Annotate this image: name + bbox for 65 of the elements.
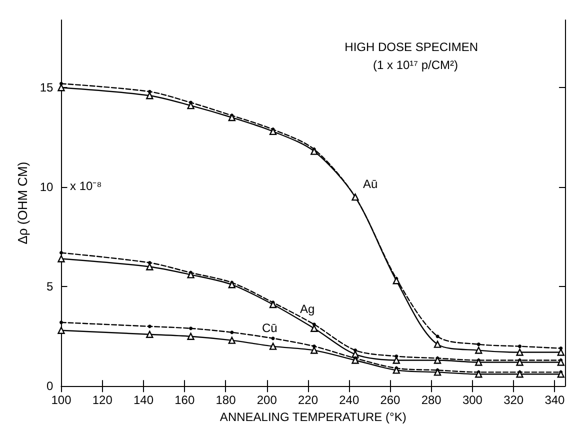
x-tick-label: 100 <box>51 393 72 408</box>
text: (1 x 10¹⁷ p/CM²) <box>372 58 458 72</box>
point <box>271 336 275 340</box>
point <box>187 332 194 340</box>
point <box>476 342 480 346</box>
point <box>146 330 154 338</box>
annotation: x 10⁻⁸ <box>70 179 102 193</box>
x-tick-label: 120 <box>92 393 113 408</box>
point <box>436 334 440 338</box>
x-tick-label: 200 <box>256 393 278 408</box>
x-tick-label: 320 <box>504 393 524 408</box>
point <box>557 370 564 378</box>
y-tick-label: 5 <box>46 280 54 294</box>
point <box>228 281 236 288</box>
point <box>392 366 400 374</box>
x-tick-label: 260 <box>380 393 401 408</box>
annotation: Aū <box>363 177 378 191</box>
point <box>310 148 318 155</box>
point <box>557 358 564 366</box>
x-tick-label: 140 <box>133 393 154 408</box>
point <box>475 346 482 354</box>
point <box>148 324 152 328</box>
annotation: Ag <box>300 302 315 316</box>
point <box>516 358 524 366</box>
x-axis-title: ANNEALING TEMPERATURE (°K) <box>220 410 406 424</box>
point <box>269 342 277 350</box>
point <box>310 324 318 332</box>
point <box>352 356 359 364</box>
x-tick-label: 180 <box>216 393 236 408</box>
point <box>60 320 63 324</box>
y-tick-label: 10 <box>40 180 54 194</box>
point <box>518 344 522 348</box>
point <box>187 271 194 278</box>
point <box>228 114 236 122</box>
x-tick-label: 280 <box>421 393 442 408</box>
point <box>352 350 359 358</box>
point <box>146 263 154 270</box>
point <box>475 370 482 378</box>
point <box>392 277 400 284</box>
point <box>230 330 234 334</box>
x-tick-label: 300 <box>462 393 483 408</box>
point <box>434 356 442 364</box>
point <box>269 128 277 136</box>
y-axis-title: Δρ (OHM CM) <box>15 162 30 244</box>
annotation: Cū <box>262 321 278 335</box>
point <box>228 336 236 344</box>
x-tick-label: 220 <box>298 393 318 408</box>
point <box>434 368 442 376</box>
point <box>146 92 154 100</box>
text: HIGH DOSE SPECIMEN <box>344 40 478 54</box>
x-tick-label: 160 <box>174 393 195 408</box>
point <box>60 251 63 255</box>
point <box>516 348 524 356</box>
point <box>434 340 442 348</box>
point <box>189 326 193 330</box>
point <box>557 348 564 356</box>
y-tick-label: 15 <box>40 80 54 95</box>
y-tick-label: 0 <box>46 379 54 394</box>
point <box>516 370 524 378</box>
point <box>310 346 318 354</box>
point <box>269 300 277 308</box>
x-tick-label: 340 <box>544 393 566 408</box>
point <box>475 358 482 366</box>
point <box>392 356 400 364</box>
x-tick-label: 240 <box>339 393 360 408</box>
